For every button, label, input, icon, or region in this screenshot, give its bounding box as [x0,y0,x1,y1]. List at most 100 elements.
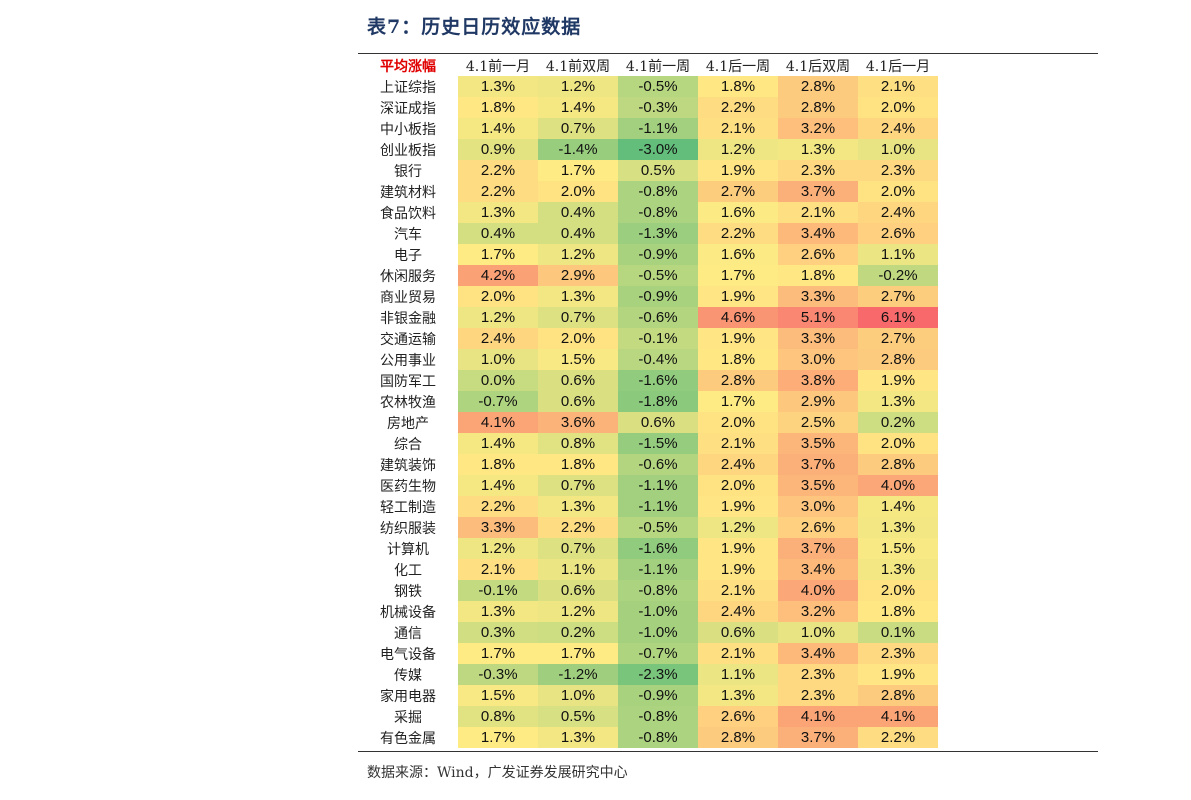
header-row: 平均涨幅 4.1前一月 4.1前双周 4.1前一周 4.1后一周 4.1后双周 4.1后一月 [358,55,938,76]
table-row: 建筑材料 2.2% 2.0% -0.8% 2.7% 3.7% 2.0% [358,181,938,202]
table-row: 非银金融 1.2% 0.7% -0.6% 4.6% 5.1% 6.1% [358,307,938,328]
value-cell: 2.6% [778,517,858,538]
column-header: 4.1后一周 [705,58,771,75]
value-cell: 0.7% [538,307,618,328]
table-row: 食品饮料 1.3% 0.4% -0.8% 1.6% 2.1% 2.4% [358,202,938,223]
value-cell: 2.8% [858,454,938,475]
value-cell: 1.5% [538,349,618,370]
row-label: 纺织服装 [358,517,458,538]
value-cell: 3.7% [778,181,858,202]
value-cell: 1.7% [698,391,778,412]
value-cell: -0.9% [618,244,698,265]
value-cell: 1.6% [698,202,778,223]
value-cell: 1.3% [538,496,618,517]
value-cell: 1.7% [458,727,538,748]
table-row: 电子 1.7% 1.2% -0.9% 1.6% 2.6% 1.1% [358,244,938,265]
value-cell: 3.6% [538,412,618,433]
row-label: 中小板指 [358,118,458,139]
value-cell: 2.5% [778,412,858,433]
value-cell: 4.0% [858,475,938,496]
value-cell: 2.0% [858,181,938,202]
value-cell: 3.4% [778,223,858,244]
value-cell: 1.4% [458,118,538,139]
table-row: 化工 2.1% 1.1% -1.1% 1.9% 3.4% 1.3% [358,559,938,580]
value-cell: -0.1% [458,580,538,601]
calendar-effect-table: 平均涨幅 4.1前一月 4.1前双周 4.1前一周 4.1后一周 4.1后双周 4.1后一月… [358,55,938,748]
page-title: 表7：历史日历效应数据 [367,16,582,38]
value-cell: 2.8% [778,97,858,118]
value-cell: 2.4% [458,328,538,349]
table-row: 家用电器 1.5% 1.0% -0.9% 1.3% 2.3% 2.8% [358,685,938,706]
row-label: 建筑装饰 [358,454,458,475]
value-cell: 2.7% [858,286,938,307]
value-cell: 2.6% [698,706,778,727]
value-cell: 2.4% [698,601,778,622]
value-cell: 0.7% [538,538,618,559]
value-cell: 0.3% [458,622,538,643]
value-cell: 2.1% [698,643,778,664]
value-cell: 0.7% [538,475,618,496]
value-cell: 0.0% [458,370,538,391]
value-cell: 1.9% [698,559,778,580]
row-label: 上证综指 [358,76,458,97]
table-row: 传媒 -0.3% -1.2% -2.3% 1.1% 2.3% 1.9% [358,664,938,685]
value-cell: 1.9% [698,160,778,181]
row-label: 化工 [358,559,458,580]
row-label: 轻工制造 [358,496,458,517]
value-cell: 2.3% [858,160,938,181]
value-cell: -1.1% [618,475,698,496]
bottom-rule [358,751,1098,752]
value-cell: 1.7% [458,643,538,664]
table-row: 钢铁 -0.1% 0.6% -0.8% 2.1% 4.0% 2.0% [358,580,938,601]
value-cell: -1.4% [538,139,618,160]
table-row: 有色金属 1.7% 1.3% -0.8% 2.8% 3.7% 2.2% [358,727,938,748]
value-cell: 2.3% [778,160,858,181]
value-cell: 1.0% [458,349,538,370]
row-label: 钢铁 [358,580,458,601]
value-cell: -1.3% [618,223,698,244]
row-label: 公用事业 [358,349,458,370]
value-cell: 3.3% [778,286,858,307]
row-label: 通信 [358,622,458,643]
value-cell: -1.6% [618,370,698,391]
value-cell: -0.6% [618,307,698,328]
value-cell: 2.3% [778,664,858,685]
value-cell: -1.6% [618,538,698,559]
value-cell: 2.8% [698,370,778,391]
value-cell: 3.4% [778,643,858,664]
value-cell: 1.4% [458,433,538,454]
value-cell: -2.3% [618,664,698,685]
value-cell: -1.8% [618,391,698,412]
value-cell: 2.0% [538,328,618,349]
row-label: 交通运输 [358,328,458,349]
value-cell: -0.1% [618,328,698,349]
table-row: 轻工制造 2.2% 1.3% -1.1% 1.9% 3.0% 1.4% [358,496,938,517]
value-cell: 1.7% [538,643,618,664]
value-cell: 3.5% [778,475,858,496]
value-cell: 1.2% [538,76,618,97]
row-label: 创业板指 [358,139,458,160]
value-cell: 0.9% [458,139,538,160]
column-header: 4.1前双周 [545,58,611,75]
value-cell: 0.8% [458,706,538,727]
source-note: 数据来源：Wind，广发证券发展研究中心 [367,765,628,781]
value-cell: 1.4% [458,475,538,496]
value-cell: -1.1% [618,496,698,517]
value-cell: -0.4% [618,349,698,370]
value-cell: 1.7% [698,265,778,286]
value-cell: 3.5% [778,433,858,454]
value-cell: 2.0% [698,412,778,433]
value-cell: 2.6% [778,244,858,265]
row-label: 商业贸易 [358,286,458,307]
table-row: 国防军工 0.0% 0.6% -1.6% 2.8% 3.8% 1.9% [358,370,938,391]
row-label: 食品饮料 [358,202,458,223]
column-header: 4.1前一月 [465,58,531,75]
value-cell: 3.3% [778,328,858,349]
row-label: 传媒 [358,664,458,685]
value-cell: 2.2% [458,496,538,517]
row-label: 机械设备 [358,601,458,622]
value-cell: 1.0% [538,685,618,706]
value-cell: 0.4% [458,223,538,244]
row-label: 电气设备 [358,643,458,664]
value-cell: 1.8% [858,601,938,622]
